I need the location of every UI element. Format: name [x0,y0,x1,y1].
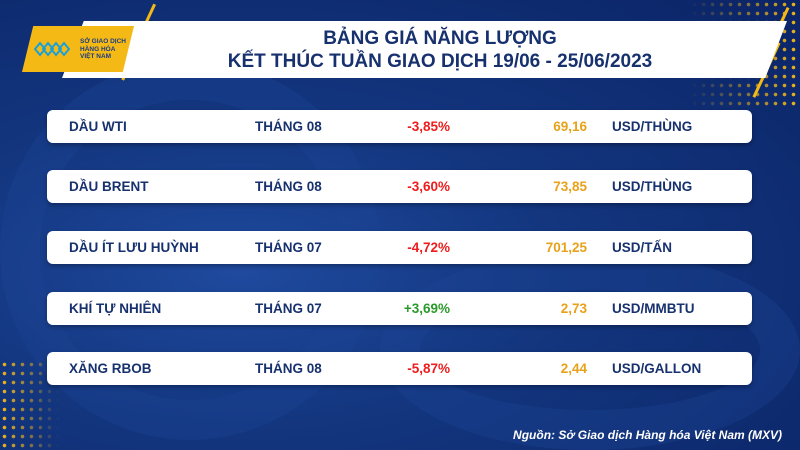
logo [22,26,134,72]
price: 701,25 [545,240,587,255]
logo-text: SỞ GIAO DỊCH HÀNG HÓA VIỆT NAM [80,38,126,61]
commodity-name: XĂNG RBOB [69,361,152,376]
background-swirl [380,250,800,450]
table-row: KHÍ TỰ NHIÊN THÁNG 07 +3,69% 2,73 USD/MM… [47,292,752,325]
page-title: BẢNG GIÁ NĂNG LƯỢNG [323,28,557,49]
commodity-name: KHÍ TỰ NHIÊN [69,301,162,316]
unit: USD/MMBTU [612,301,695,316]
logo-mark-icon [34,41,70,57]
percent-change: -3,85% [407,119,450,134]
commodity-name: DẦU BRENT [69,179,149,194]
commodity-name: DẦU ÍT LƯU HUỲNH [69,240,199,255]
price: 2,73 [560,301,587,316]
logo-line: HÀNG HÓA [80,45,116,53]
percent-change: -3,60% [407,179,450,194]
commodity-name: DẦU WTI [69,119,127,134]
unit: USD/TẤN [612,240,672,255]
contract-month: THÁNG 07 [255,301,322,316]
table-row: XĂNG RBOB THÁNG 08 -5,87% 2,44 USD/GALLO… [47,352,752,385]
contract-month: THÁNG 07 [255,240,322,255]
contract-month: THÁNG 08 [255,119,322,134]
logo-line: SỞ GIAO DỊCH [80,38,126,45]
price: 2,44 [560,361,587,376]
percent-change: -4,72% [407,240,450,255]
header-banner [62,21,787,78]
table-row: DẦU ÍT LƯU HUỲNH THÁNG 07 -4,72% 701,25 … [47,231,752,264]
unit: USD/THÙNG [612,179,693,194]
unit: USD/THÙNG [612,119,693,134]
contract-month: THÁNG 08 [255,179,322,194]
contract-month: THÁNG 08 [255,361,322,376]
page-subtitle: KẾT THÚC TUẦN GIAO DỊCH 19/06 - 25/06/20… [227,51,653,72]
unit: USD/GALLON [612,361,702,376]
percent-change: +3,69% [403,301,450,316]
price: 69,16 [553,119,587,134]
price: 73,85 [553,179,587,194]
percent-change: -5,87% [407,361,450,376]
logo-line: VIỆT NAM [80,53,112,60]
table-row: DẦU BRENT THÁNG 08 -3,60% 73,85 USD/THÙN… [47,170,752,203]
source-note: Nguồn: Sở Giao dịch Hàng hóa Việt Nam (M… [513,428,782,442]
table-row: DẦU WTI THÁNG 08 -3,85% 69,16 USD/THÙNG [47,110,752,143]
